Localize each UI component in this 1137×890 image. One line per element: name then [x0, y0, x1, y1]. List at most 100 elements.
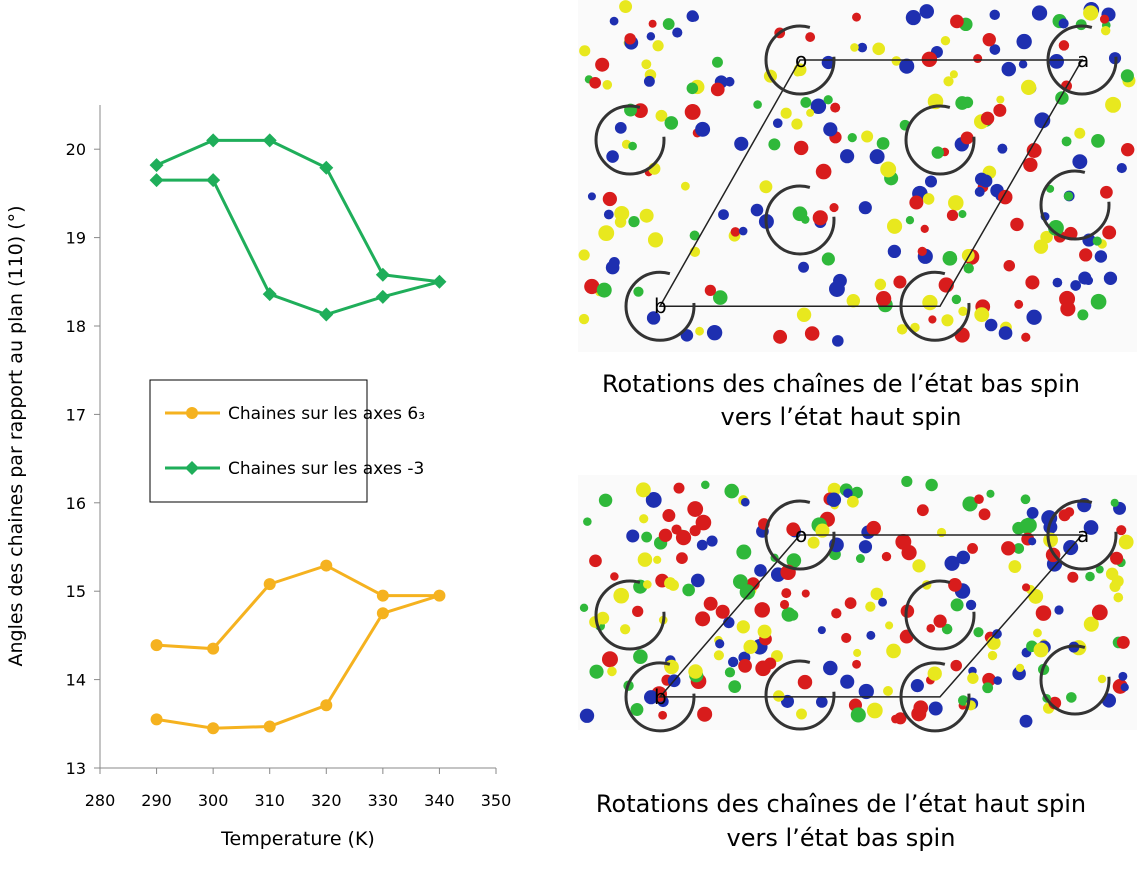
atom [800, 96, 812, 108]
atom [887, 244, 902, 259]
caption: vers l’état bas spin [727, 824, 956, 852]
atom [1113, 592, 1124, 603]
atom [614, 205, 630, 221]
atom [662, 509, 676, 522]
atom [589, 76, 602, 89]
atom [829, 203, 839, 213]
atom [786, 522, 801, 537]
atom [796, 307, 812, 322]
atom [579, 603, 589, 613]
caption: vers l’état haut spin [721, 403, 962, 431]
atom [1091, 604, 1108, 621]
atom [973, 627, 984, 638]
atom [780, 107, 792, 119]
atom [701, 480, 710, 490]
atom [673, 482, 685, 494]
atom [960, 131, 974, 145]
atom [1067, 571, 1079, 583]
atom [891, 56, 902, 66]
atom [1100, 185, 1113, 199]
atom [696, 539, 708, 551]
rotation-arrow [904, 579, 976, 651]
atom [718, 209, 729, 220]
atom [610, 572, 619, 581]
atom [865, 601, 876, 612]
marker [319, 307, 334, 322]
atom [676, 552, 688, 565]
y-tick-label: 14 [66, 671, 86, 690]
rotation-arrow [624, 270, 696, 342]
atom [713, 290, 728, 305]
atom [948, 578, 962, 592]
atom [1118, 671, 1128, 681]
atom [846, 495, 859, 508]
atom [695, 121, 711, 137]
marker [207, 642, 220, 655]
atom [870, 587, 884, 601]
atom [628, 216, 640, 228]
atom [1026, 506, 1039, 519]
atom [927, 666, 942, 681]
atom [773, 690, 785, 702]
atom [1028, 537, 1037, 546]
atom [880, 161, 897, 178]
atom [780, 694, 795, 708]
atom [954, 327, 970, 343]
atom [1021, 332, 1031, 342]
unit-cell [658, 59, 1084, 307]
y-axis-label: Angles des chaines par rapport au plan (… [5, 205, 27, 666]
atom [831, 608, 842, 619]
atom [997, 143, 1008, 154]
atom [951, 294, 962, 305]
atom [739, 584, 756, 600]
atom [754, 602, 770, 618]
atom [1063, 191, 1074, 201]
marker [262, 133, 277, 148]
atom [958, 695, 969, 706]
crystal-image: o a b [578, 0, 1137, 352]
atom [754, 564, 767, 577]
atom [1046, 184, 1055, 193]
rotation-arrow [899, 661, 971, 733]
atom [855, 554, 865, 564]
atom [982, 682, 994, 694]
atom [1074, 127, 1086, 139]
atom [1109, 580, 1121, 592]
atom [858, 540, 873, 554]
atom [843, 488, 853, 499]
unit-cell [658, 534, 1084, 698]
atom [1003, 259, 1016, 272]
atom [830, 102, 841, 113]
atom [1092, 236, 1102, 246]
atom [810, 98, 827, 115]
atom [1061, 136, 1072, 147]
atom [823, 660, 838, 676]
atom [740, 497, 750, 507]
atom [608, 256, 620, 268]
atom [695, 611, 711, 627]
atom [1066, 692, 1077, 703]
atom [963, 263, 974, 274]
legend-label: Chaines sur les axes -3 [228, 459, 424, 479]
atom [664, 659, 679, 675]
atom [950, 14, 964, 29]
atom [942, 250, 958, 266]
atom [614, 121, 627, 134]
atom [658, 528, 673, 543]
x-tick-label: 330 [368, 791, 399, 810]
atom [584, 278, 600, 295]
atom [786, 553, 802, 568]
atom [728, 680, 742, 694]
atom [1019, 714, 1033, 728]
cell-label: a [1077, 48, 1089, 72]
atom [1110, 498, 1119, 507]
marker [206, 133, 221, 148]
rotation-arrow [764, 24, 836, 96]
atom [689, 230, 700, 241]
atom [1033, 239, 1049, 254]
atom [1102, 225, 1117, 240]
atom [607, 666, 617, 677]
atom [647, 232, 664, 248]
marker [150, 713, 163, 726]
atom [801, 589, 810, 598]
